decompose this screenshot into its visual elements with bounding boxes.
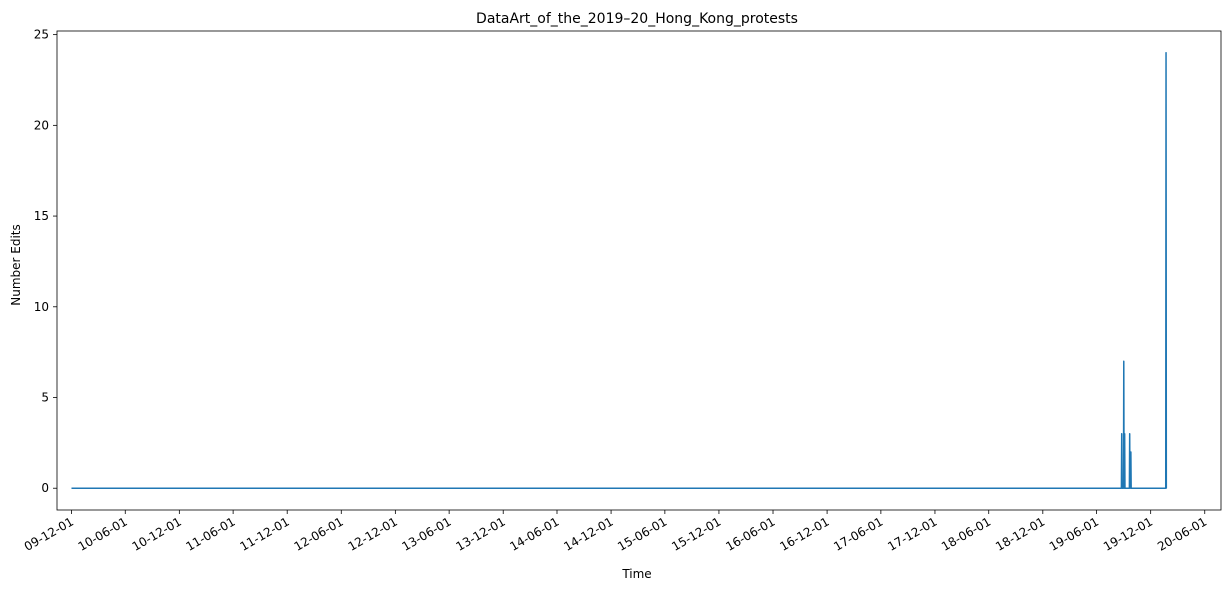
x-tick-label: 11-06-01 (183, 514, 237, 553)
x-tick-label: 17-12-01 (885, 514, 939, 553)
x-tick-label: 12-12-01 (346, 514, 400, 553)
y-tick-label: 5 (41, 391, 49, 405)
x-tick-label: 18-06-01 (939, 514, 993, 553)
x-tick-label: 19-12-01 (1101, 514, 1155, 553)
x-tick-label: 16-06-01 (723, 514, 777, 553)
series-line (71, 52, 1168, 489)
x-tick-label: 10-06-01 (76, 514, 130, 553)
x-axis: 09-12-01 10-06-01 10-12-01 11-06-01 11-12-01… (22, 510, 1209, 554)
x-tick-label: 09-12-01 (22, 514, 76, 553)
x-tick-label: 15-06-01 (615, 514, 669, 553)
plot-frame (56, 30, 1222, 511)
x-tick-label: 13-06-01 (399, 514, 453, 553)
y-tick-label: 25 (34, 28, 49, 42)
y-tick-label: 15 (34, 209, 49, 223)
x-tick-label: 17-06-01 (831, 514, 885, 553)
y-axis: 0 5 10 15 20 25 (34, 28, 57, 495)
y-tick-label: 20 (34, 118, 49, 132)
x-axis-label: Time (621, 567, 651, 581)
x-tick-label: 18-12-01 (993, 514, 1047, 553)
x-tick-label: 11-12-01 (238, 514, 292, 553)
y-axis-label: Number Edits (9, 224, 23, 306)
x-tick-label: 10-12-01 (130, 514, 184, 553)
x-tick-label: 12-06-01 (292, 514, 346, 553)
x-tick-label: 15-12-01 (669, 514, 723, 553)
x-tick-label: 19-06-01 (1047, 514, 1101, 553)
x-tick-label: 20-06-01 (1155, 514, 1209, 553)
y-tick-label: 0 (41, 481, 49, 495)
x-tick-label: 14-12-01 (561, 514, 615, 553)
chart-title: DataArt_of_the_2019–20_Hong_Kong_protest… (476, 11, 798, 27)
y-tick-label: 10 (34, 300, 49, 314)
plot-series (71, 52, 1168, 489)
x-tick-label: 14-06-01 (507, 514, 561, 553)
x-tick-label: 13-12-01 (454, 514, 508, 553)
x-tick-label: 16-12-01 (777, 514, 831, 553)
